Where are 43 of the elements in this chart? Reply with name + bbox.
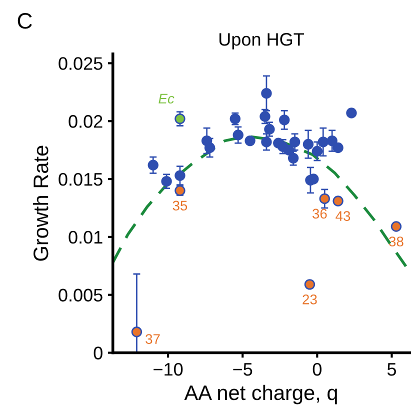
y-tick-label: 0.025 xyxy=(58,57,102,70)
annotation: 38 xyxy=(389,236,404,246)
x-tick-label: 0 xyxy=(312,362,322,376)
point xyxy=(318,136,328,148)
x-tick-label: −10 xyxy=(154,362,183,376)
x-axis-title: AA net charge, q xyxy=(184,384,337,404)
y-tick-label: 0.01 xyxy=(68,230,102,244)
chart-title: Upon HGT xyxy=(220,33,304,50)
point xyxy=(326,135,338,146)
point xyxy=(279,114,290,126)
annotation: 23 xyxy=(302,294,317,304)
point xyxy=(174,170,186,181)
y-tick-label: 0.005 xyxy=(58,288,102,302)
x-tick-label: −5 xyxy=(233,363,252,376)
annotation: 43 xyxy=(336,211,350,221)
point xyxy=(261,136,272,148)
point xyxy=(346,108,357,118)
y-tick-label: 0.015 xyxy=(58,172,102,186)
point xyxy=(302,138,314,150)
annotation: 37 xyxy=(146,334,160,344)
y-axis-title: Growth Rate xyxy=(32,146,48,261)
point xyxy=(332,142,344,154)
point xyxy=(244,135,256,146)
point xyxy=(390,221,402,232)
point xyxy=(261,88,272,99)
point xyxy=(319,193,330,204)
annotation: Ec xyxy=(158,94,174,104)
y-tick-label: 0 xyxy=(94,346,102,360)
point xyxy=(283,144,294,156)
annotation: 36 xyxy=(312,208,327,219)
point xyxy=(332,196,344,206)
y-tick-label: 0.02 xyxy=(68,115,102,128)
point xyxy=(289,136,300,148)
text: C xyxy=(18,13,32,29)
point xyxy=(304,279,316,290)
point xyxy=(131,326,142,338)
point xyxy=(232,130,244,140)
annotation: 35 xyxy=(172,200,188,211)
point xyxy=(204,142,216,154)
point xyxy=(312,146,323,157)
x-tick-label: 5 xyxy=(387,363,396,376)
point xyxy=(148,160,158,170)
point xyxy=(161,176,172,187)
